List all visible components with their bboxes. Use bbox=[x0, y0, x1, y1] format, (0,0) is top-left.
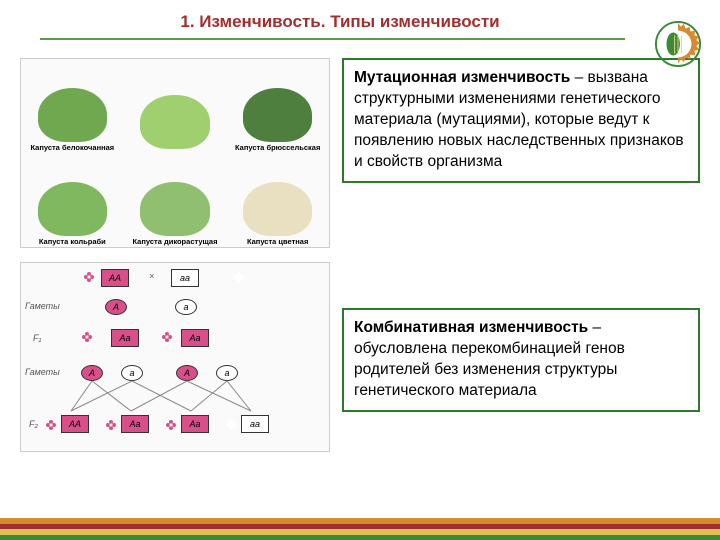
punnett-label: F₁ bbox=[33, 333, 41, 343]
header-underline bbox=[40, 38, 625, 40]
gamete-circle: A bbox=[81, 365, 103, 381]
flower-icon bbox=[161, 331, 173, 343]
stripe-4 bbox=[0, 535, 720, 540]
genotype-box: AA bbox=[61, 415, 89, 433]
cabbage-label: Капуста цветная bbox=[247, 238, 308, 246]
cabbage-label: Капуста дикорастущая bbox=[133, 238, 218, 246]
content-area: Капуста белокочанная Капуста брюссельская… bbox=[0, 48, 720, 452]
genotype-box: aa bbox=[171, 269, 199, 287]
header: 1. Изменчивость. Типы изменчивости bbox=[0, 0, 720, 48]
row-combination: AA×aaГаметыAaF₁AaAaГаметыAaAaF₂AAAaAaaa … bbox=[20, 262, 700, 452]
plant-icon bbox=[38, 88, 107, 142]
genotype-box: AA bbox=[101, 269, 129, 287]
flower-icon bbox=[165, 419, 177, 431]
gamete-circle: a bbox=[216, 365, 238, 381]
page-title: 1. Изменчивость. Типы изменчивости bbox=[0, 12, 700, 32]
flower-icon bbox=[45, 419, 57, 431]
cabbage-cell: Капуста брюссельская bbox=[226, 59, 329, 153]
punnett-diagram: AA×aaГаметыAaF₁AaAaГаметыAaAaF₂AAAaAaaa bbox=[20, 262, 330, 452]
mutation-text-box: Мутационная изменчивость – вызвана струк… bbox=[342, 58, 700, 183]
mutation-dash: – bbox=[570, 69, 587, 86]
flower-icon bbox=[225, 419, 237, 431]
flower-icon bbox=[105, 419, 117, 431]
gamete-circle: A bbox=[176, 365, 198, 381]
mutation-term: Мутационная изменчивость bbox=[354, 69, 570, 86]
flower-icon bbox=[233, 271, 245, 283]
cabbage-cell: Капуста цветная bbox=[226, 153, 329, 247]
cabbage-cell: Капуста дикорастущая bbox=[124, 153, 227, 247]
gamete-circle: A bbox=[105, 299, 127, 315]
flower-icon bbox=[81, 331, 93, 343]
punnett-label: Гаметы bbox=[25, 367, 60, 377]
genotype-box: Aa bbox=[181, 415, 209, 433]
plant-icon bbox=[38, 182, 107, 236]
cabbage-label: Капуста брюссельская bbox=[235, 144, 320, 152]
genotype-box: Aa bbox=[181, 329, 209, 347]
agro-logo-icon bbox=[654, 20, 702, 68]
punnett-label: F₂ bbox=[29, 419, 38, 429]
combination-term: Комбинативная изменчивость bbox=[354, 319, 588, 336]
combination-text-box: Комбинативная изменчивость – обусловлена… bbox=[342, 308, 700, 412]
cabbage-cell bbox=[124, 59, 227, 153]
genotype-box: Aa bbox=[121, 415, 149, 433]
cabbage-label: Капуста белокочанная bbox=[30, 144, 114, 152]
plant-icon bbox=[140, 95, 209, 149]
combination-body: обусловлена перекомбинацией генов родите… bbox=[354, 340, 625, 399]
plant-icon bbox=[243, 88, 312, 142]
cabbage-label: Капуста кольраби bbox=[39, 238, 106, 246]
footer-stripes bbox=[0, 518, 720, 540]
genotype-box: aa bbox=[241, 415, 269, 433]
punnett-label: × bbox=[149, 271, 154, 281]
punnett-label: Гаметы bbox=[25, 301, 60, 311]
genotype-box: Aa bbox=[111, 329, 139, 347]
cabbage-cell: Капуста белокочанная bbox=[21, 59, 124, 153]
plant-icon bbox=[243, 182, 312, 236]
flower-icon bbox=[83, 271, 95, 283]
combination-dash: – bbox=[588, 319, 601, 336]
cabbage-cell: Капуста кольраби bbox=[21, 153, 124, 247]
cabbage-illustration: Капуста белокочанная Капуста брюссельская… bbox=[20, 58, 330, 248]
plant-icon bbox=[140, 182, 209, 236]
row-mutation: Капуста белокочанная Капуста брюссельская… bbox=[20, 58, 700, 248]
gamete-circle: a bbox=[121, 365, 143, 381]
gamete-circle: a bbox=[175, 299, 197, 315]
